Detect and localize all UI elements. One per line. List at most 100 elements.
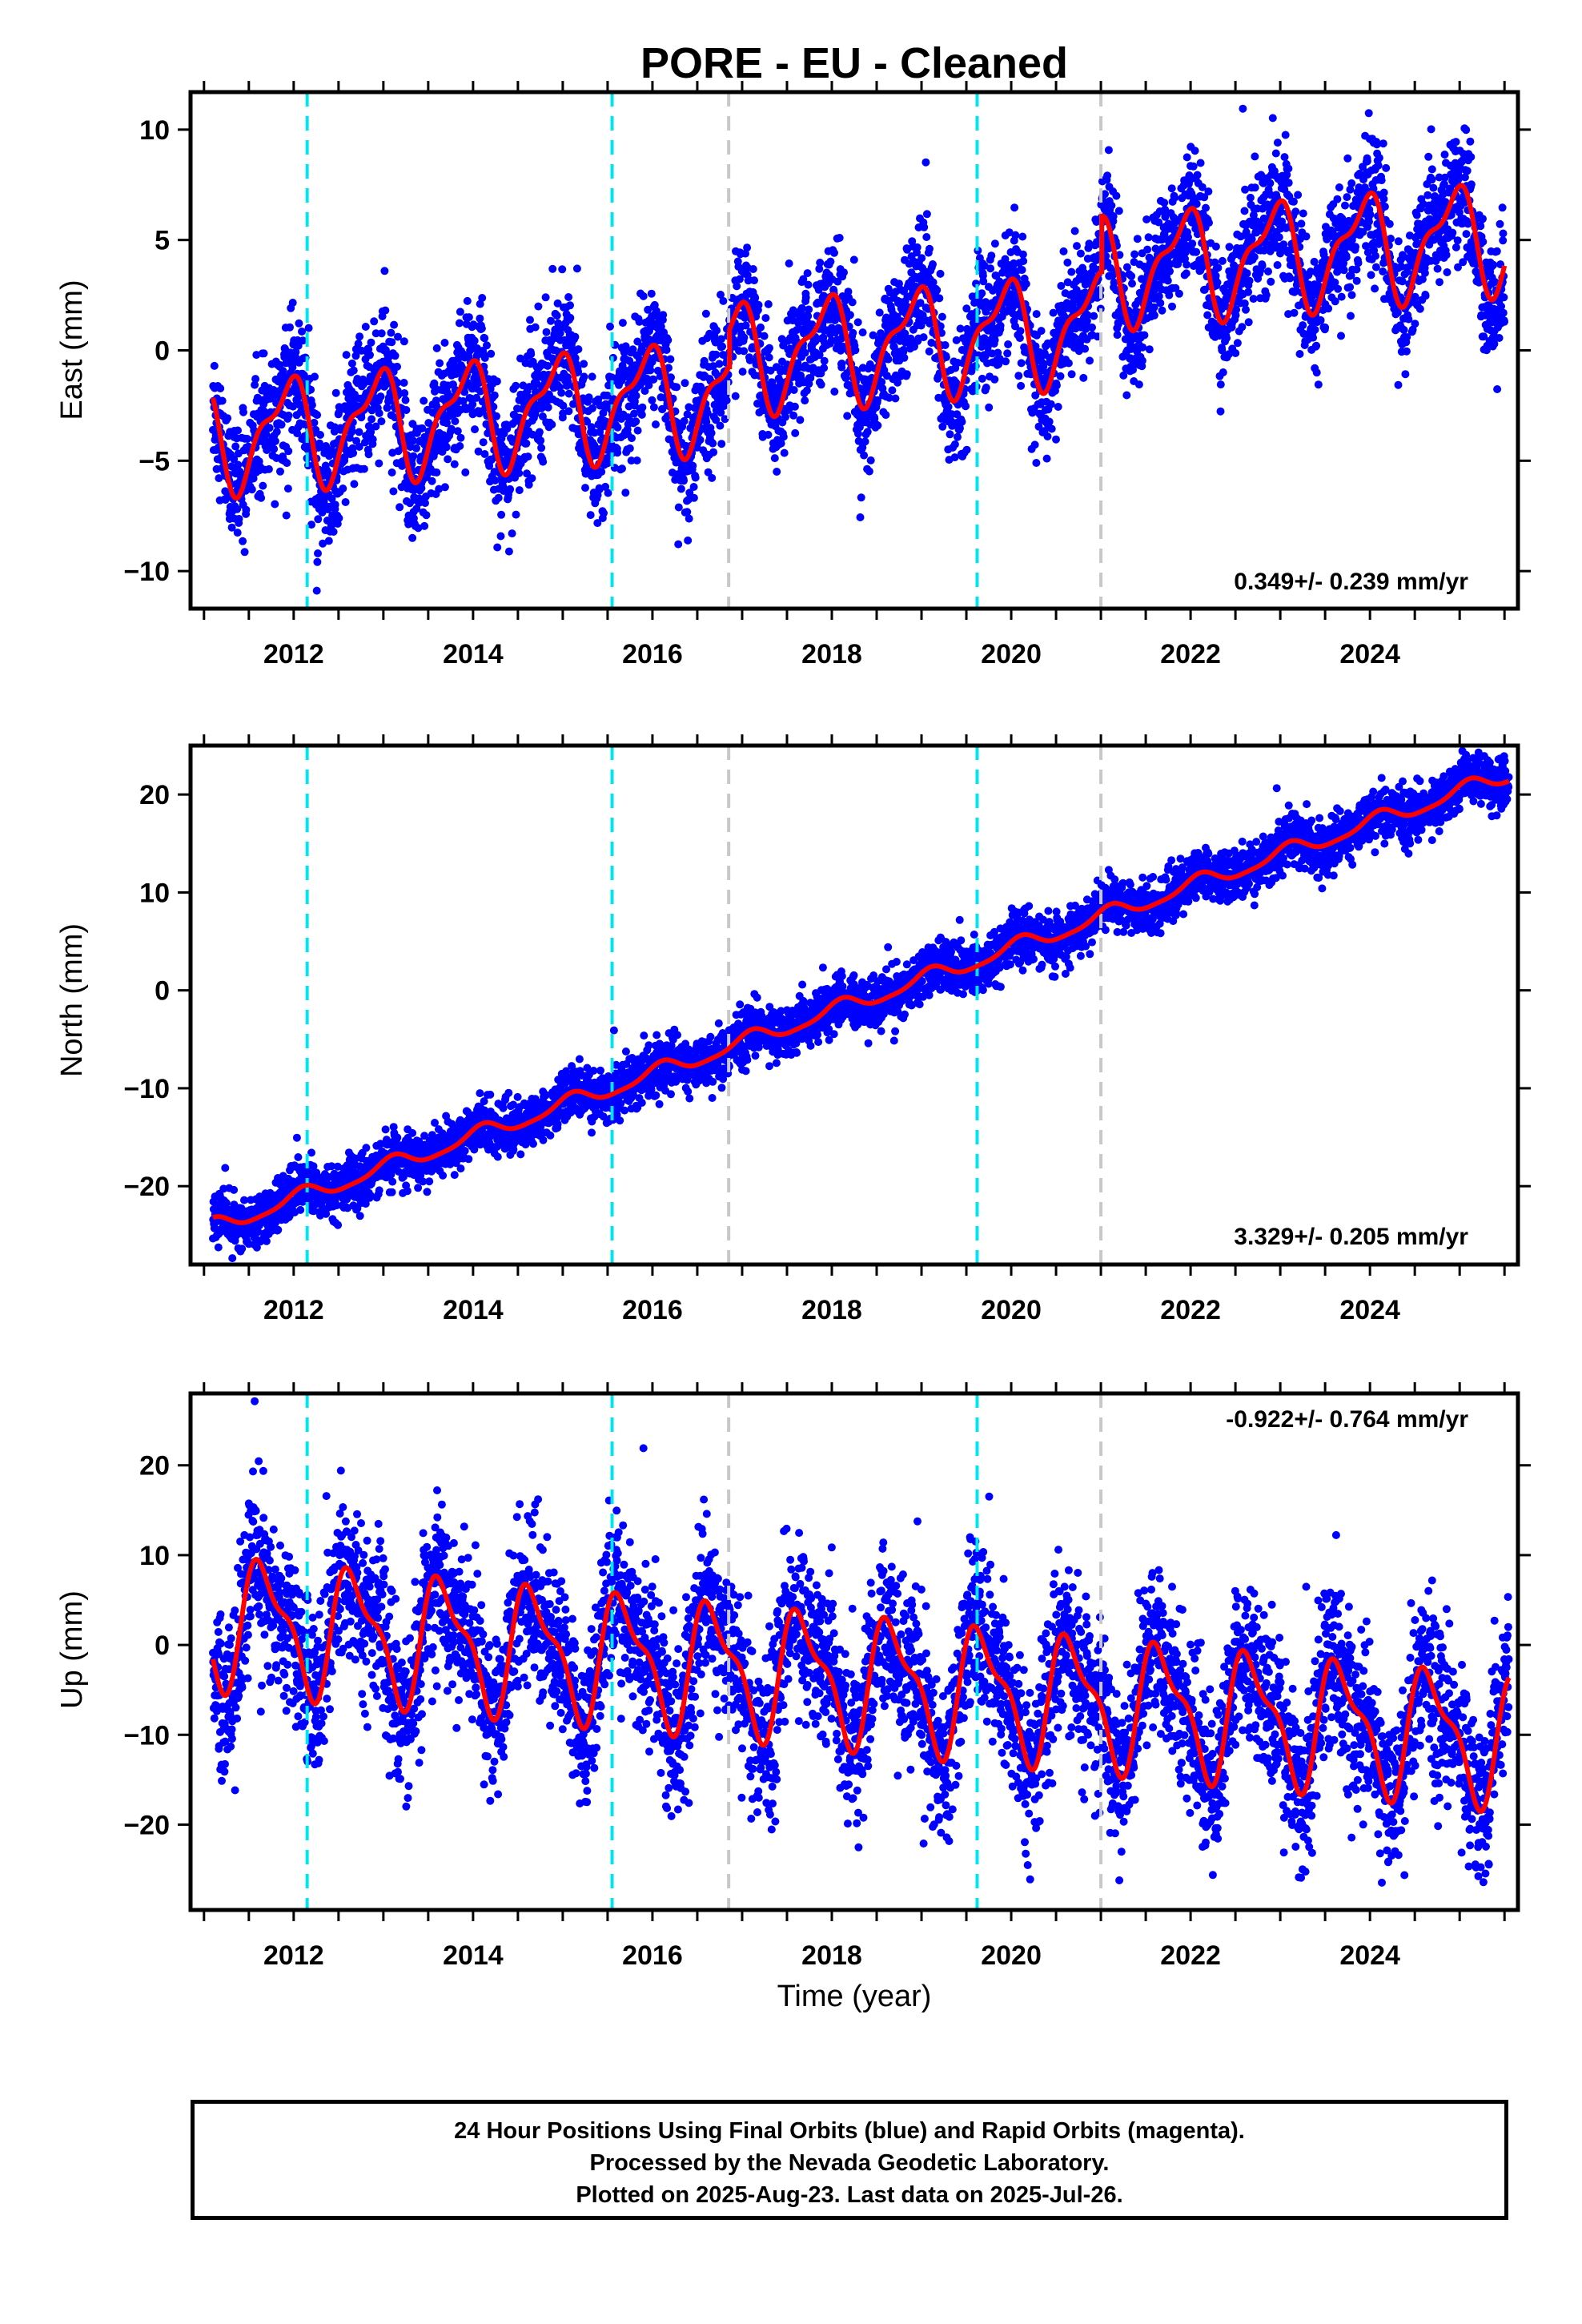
east-data-point — [978, 374, 986, 383]
east-data-point — [816, 259, 825, 267]
east-data-point — [1249, 295, 1258, 304]
east-data-point — [1427, 175, 1436, 184]
east-data-point — [649, 375, 658, 384]
east-data-point — [1467, 180, 1476, 189]
east-data-point — [712, 416, 721, 424]
east-data-point — [990, 239, 999, 248]
east-data-point — [652, 420, 660, 428]
east-data-point — [1011, 231, 1020, 239]
east-data-point — [1448, 228, 1457, 237]
east-data-point — [773, 468, 781, 476]
east-data-point — [632, 392, 640, 400]
east-data-point — [387, 328, 396, 337]
east-panel: East (mm) 0.349+/- 0.239 mm/yr −10−50510… — [55, 81, 1531, 669]
east-data-point — [331, 388, 340, 397]
east-data-point — [1352, 276, 1361, 285]
east-data-point — [1104, 146, 1113, 155]
east-data-point — [487, 349, 496, 358]
east-data-point — [528, 474, 536, 483]
east-data-point — [304, 324, 313, 332]
east-data-point — [630, 409, 638, 418]
east-data-point — [685, 403, 693, 412]
east-data-point — [856, 513, 865, 521]
east-data-point — [483, 341, 491, 350]
east-data-point — [802, 386, 811, 395]
east-data-point — [735, 275, 744, 283]
east-data-point — [853, 318, 862, 327]
east-data-point — [349, 366, 358, 375]
east-data-point — [355, 332, 364, 341]
east-data-point — [1311, 325, 1319, 334]
east-data-point — [401, 396, 410, 404]
east-data-point — [731, 392, 740, 400]
east-data-point — [1122, 391, 1131, 400]
east-data-point — [313, 557, 322, 566]
east-data-point — [347, 427, 356, 436]
east-data-point — [557, 388, 566, 397]
east-data-point — [935, 294, 944, 303]
east-data-point — [848, 298, 857, 307]
east-data-point — [424, 419, 433, 428]
east-data-point — [667, 373, 675, 382]
east-data-point — [962, 445, 971, 454]
east-data-point — [1264, 267, 1272, 275]
east-data-point — [689, 483, 698, 491]
east-data-point — [1046, 400, 1055, 408]
east-data-point — [218, 396, 227, 405]
east-data-point — [1280, 153, 1289, 162]
east-data-point — [459, 397, 468, 405]
east-data-point — [1144, 233, 1153, 242]
east-data-point — [1281, 131, 1290, 139]
east-data-point — [455, 319, 464, 328]
east-data-point — [480, 450, 489, 458]
east-data-point — [313, 411, 322, 420]
east-data-point — [1424, 152, 1433, 161]
east-ylabel: East (mm) — [55, 279, 89, 420]
east-data-point — [409, 452, 418, 460]
east-data-point — [640, 387, 649, 396]
east-data-point — [741, 321, 750, 330]
east-data-point — [673, 383, 681, 392]
east-data-point — [251, 380, 259, 389]
east-data-point — [1166, 267, 1174, 275]
east-data-point — [721, 415, 729, 424]
east-data-point — [1433, 264, 1442, 273]
east-data-point — [1032, 459, 1041, 467]
east-data-point — [239, 537, 247, 545]
east-data-point — [1347, 291, 1356, 300]
east-data-point — [534, 302, 543, 311]
east-data-point — [1394, 380, 1403, 389]
east-data-point — [390, 320, 399, 329]
east-data-point — [492, 412, 500, 420]
east-data-point — [843, 412, 852, 420]
east-data-point — [902, 370, 911, 379]
east-data-point — [472, 393, 481, 402]
east-data-point — [1015, 334, 1024, 343]
east-data-point — [1244, 318, 1253, 327]
east-data-point — [962, 402, 970, 411]
east-data-point — [316, 431, 324, 439]
east-data-point — [375, 409, 383, 417]
east-data-point — [497, 510, 506, 519]
east-data-point — [1467, 153, 1476, 161]
east-data-point — [476, 300, 484, 308]
east-data-point — [464, 313, 473, 322]
east-data-point — [696, 436, 705, 444]
east-data-point — [719, 296, 728, 305]
east-data-point — [377, 329, 386, 338]
east-data-point — [421, 499, 429, 508]
east-rate-label: 0.349+/- 0.239 mm/yr — [1234, 569, 1468, 595]
east-data-point — [1016, 327, 1025, 336]
east-data-point — [221, 496, 230, 505]
east-data-point — [986, 264, 995, 273]
east-data-point — [689, 493, 698, 502]
east-data-point — [383, 404, 391, 412]
east-data-point — [283, 459, 291, 468]
east-data-point — [830, 388, 839, 396]
east-data-point — [1018, 232, 1027, 241]
east-data-point — [1411, 320, 1419, 328]
east-data-point — [917, 254, 926, 263]
east-data-point — [367, 415, 376, 424]
east-data-point — [1342, 253, 1351, 262]
east-data-point — [677, 485, 685, 493]
